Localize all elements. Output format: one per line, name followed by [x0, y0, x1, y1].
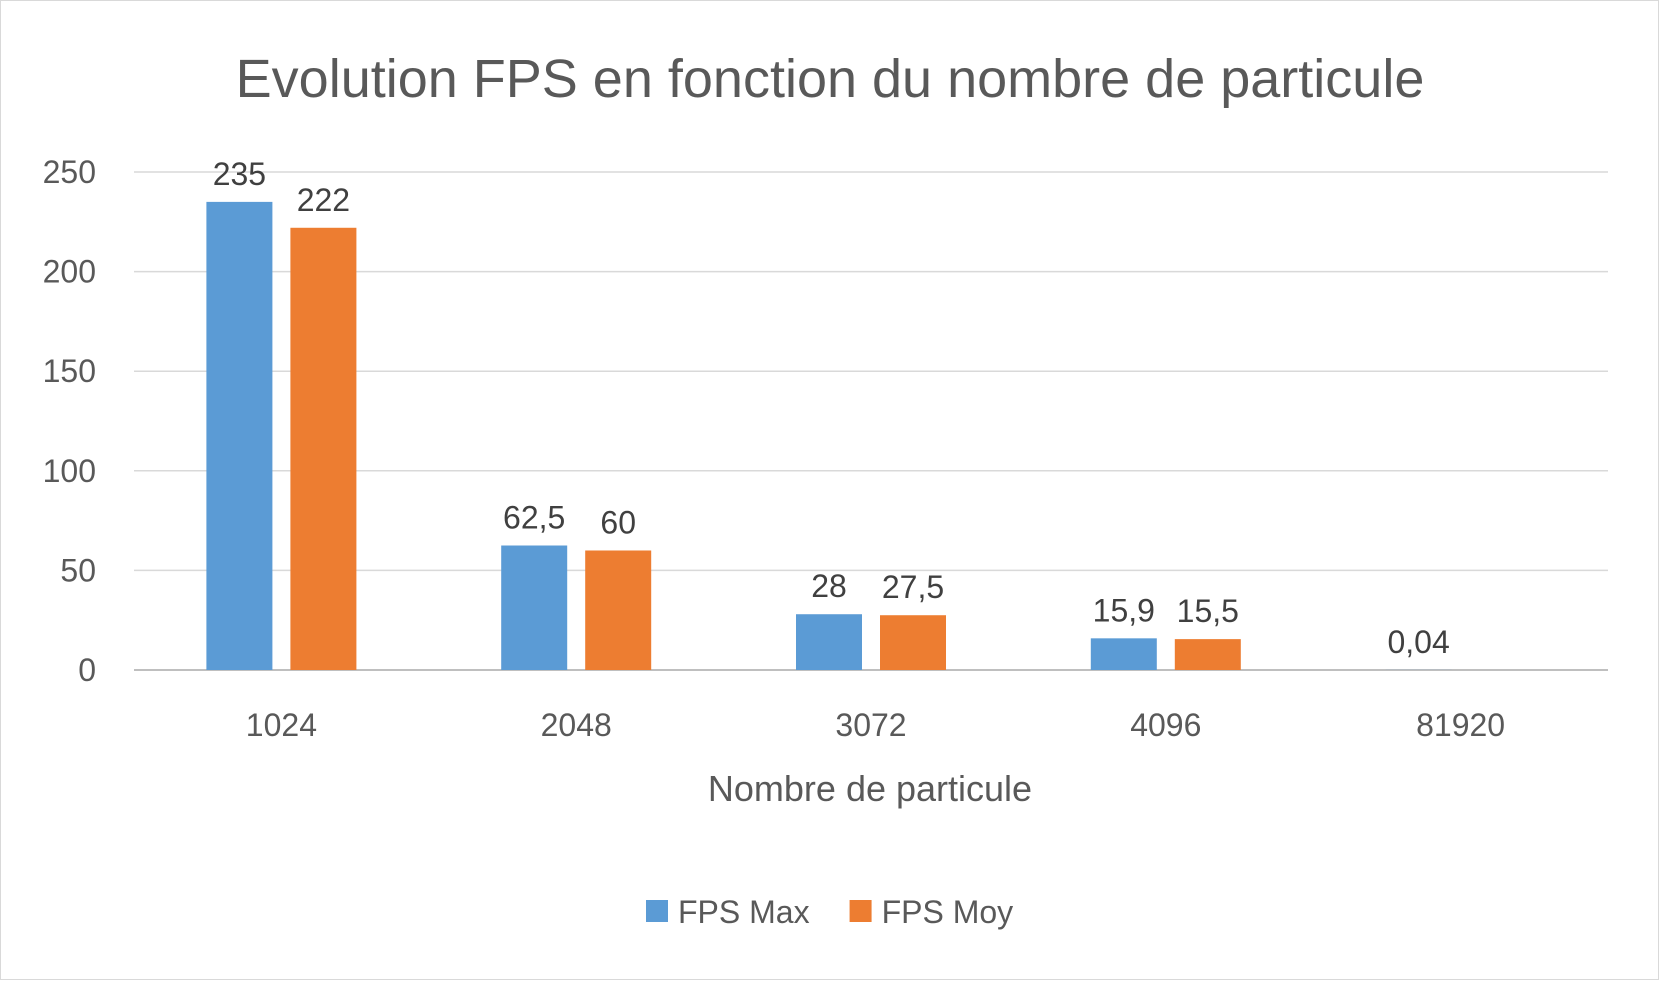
data-label: 27,5 [882, 569, 944, 605]
y-tick-label: 100 [43, 453, 96, 489]
data-labels: 235 222 62,5 60 28 27,5 15,9 15,5 0,04 [213, 156, 1450, 660]
x-tick-label: 4096 [1130, 707, 1201, 743]
x-tick-label: 2048 [541, 707, 612, 743]
x-tick-label: 81920 [1416, 707, 1505, 743]
data-label: 15,5 [1177, 593, 1239, 629]
bar [1091, 638, 1157, 670]
y-tick-label: 150 [43, 353, 96, 389]
data-label: 62,5 [503, 500, 565, 536]
x-axis-title: Nombre de particule [708, 768, 1032, 809]
data-label: 0,04 [1387, 624, 1449, 660]
data-label: 235 [213, 156, 266, 192]
y-tick-label: 0 [78, 652, 96, 688]
bar [796, 614, 862, 670]
bar [585, 550, 651, 670]
legend-swatch [646, 900, 668, 922]
bar [290, 228, 356, 670]
x-axis-ticks: 1024 2048 3072 4096 81920 [246, 707, 1505, 743]
legend-label: FPS Moy [882, 894, 1014, 930]
x-tick-label: 3072 [835, 707, 906, 743]
data-label: 222 [297, 182, 350, 218]
legend-label: FPS Max [678, 894, 810, 930]
bar [880, 615, 946, 670]
legend: FPS Max FPS Moy [646, 894, 1013, 930]
bar [1175, 639, 1241, 670]
y-tick-label: 250 [43, 154, 96, 190]
data-label: 15,9 [1093, 592, 1155, 628]
bar [501, 546, 567, 671]
bar [206, 202, 272, 670]
data-label: 60 [600, 504, 636, 540]
y-axis-ticks: 0 50 100 150 200 250 [43, 154, 96, 688]
legend-swatch [850, 900, 872, 922]
chart-title: Evolution FPS en fonction du nombre de p… [236, 49, 1425, 109]
y-tick-label: 50 [60, 552, 96, 588]
y-tick-label: 200 [43, 254, 96, 290]
x-tick-label: 1024 [246, 707, 317, 743]
data-label: 28 [811, 568, 847, 604]
